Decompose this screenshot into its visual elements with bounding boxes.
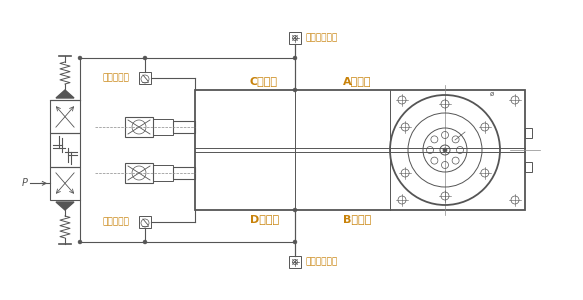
Circle shape (293, 208, 297, 212)
Circle shape (78, 240, 82, 244)
Bar (139, 72, 151, 84)
Circle shape (293, 88, 297, 92)
Bar (153, 119, 173, 135)
Text: Bポート: Bポート (342, 214, 371, 224)
Text: P: P (22, 178, 28, 188)
Bar (195, 90, 525, 210)
Bar (525, 162, 532, 172)
Polygon shape (56, 202, 74, 210)
Bar (139, 216, 151, 228)
Bar (289, 256, 301, 268)
Bar (50, 133, 80, 167)
Bar (125, 117, 153, 137)
Text: メータイン: メータイン (102, 74, 129, 82)
Bar (50, 167, 80, 200)
Circle shape (443, 148, 447, 152)
Circle shape (78, 56, 82, 60)
Text: メータアウト: メータアウト (305, 34, 337, 43)
Text: ø: ø (490, 91, 494, 97)
Text: メータイン: メータイン (102, 218, 129, 226)
Text: Cポート: Cポート (250, 76, 278, 86)
Polygon shape (56, 90, 74, 98)
Circle shape (293, 240, 297, 244)
Bar (153, 165, 173, 181)
Text: Aポート: Aポート (342, 76, 371, 86)
Bar (125, 163, 153, 183)
Circle shape (143, 240, 147, 244)
Bar (173, 121, 195, 133)
Circle shape (293, 56, 297, 60)
Circle shape (143, 56, 147, 60)
Bar (289, 32, 301, 44)
Bar (525, 128, 532, 138)
Text: Dポート: Dポート (250, 214, 279, 224)
Bar (173, 167, 195, 179)
Text: メータアウト: メータアウト (305, 257, 337, 266)
Bar (50, 100, 80, 133)
